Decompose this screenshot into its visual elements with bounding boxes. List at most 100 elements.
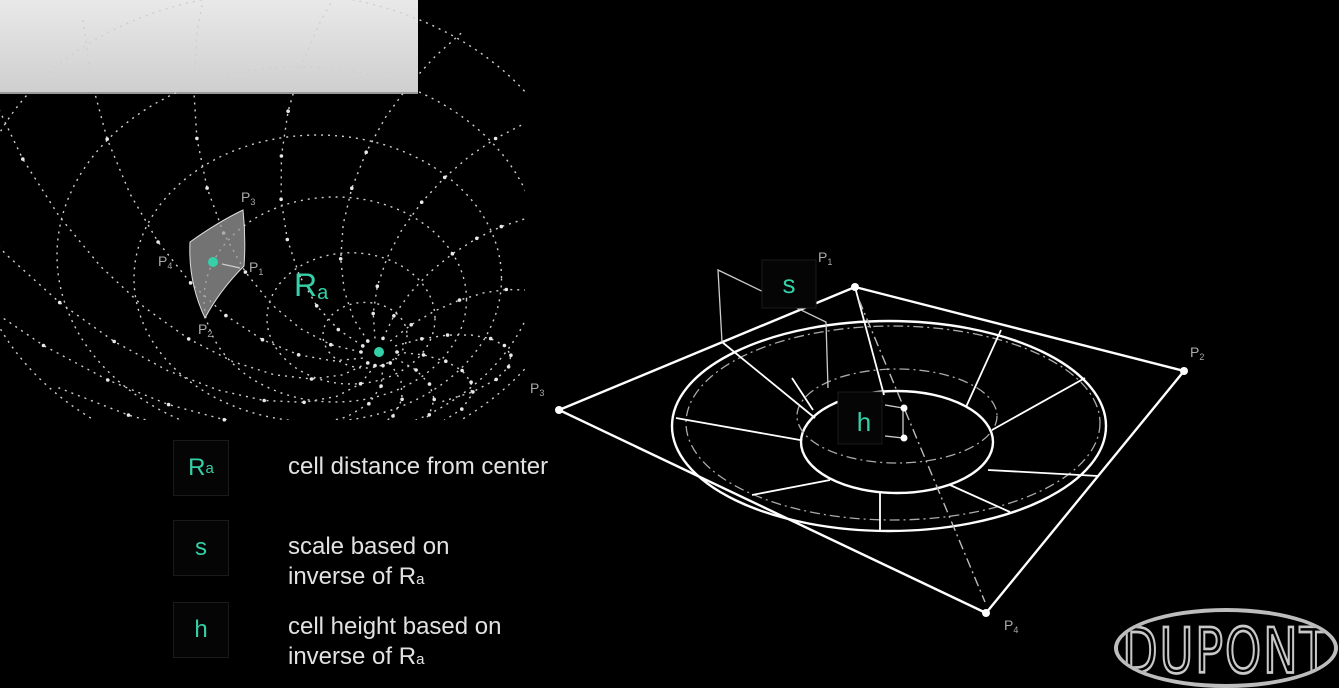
grid-dot	[507, 365, 511, 369]
legend-ra-key: Ra	[173, 440, 229, 496]
inner-ring	[801, 391, 993, 493]
grid-dot	[112, 340, 116, 344]
grid-dot	[475, 237, 479, 241]
grid-dot	[489, 337, 493, 341]
grid-dot	[460, 369, 464, 373]
grid-dot	[195, 137, 199, 141]
s-label: s	[783, 269, 796, 299]
legend-h-description: cell height based on inverse of Ra	[288, 612, 502, 675]
grid-dot	[367, 402, 371, 406]
grid-dot	[361, 344, 365, 348]
right-p4-label: P4	[1004, 617, 1018, 635]
grid-dot	[224, 314, 228, 318]
grid-dot	[339, 257, 343, 261]
grid-dot	[400, 398, 404, 402]
grid-dot	[315, 304, 319, 308]
grid-dot	[297, 353, 301, 357]
grid-dot	[444, 359, 448, 363]
dashdot-axis	[859, 300, 985, 602]
grid-dot	[509, 353, 513, 357]
grid-dot	[505, 288, 509, 292]
grid-dot	[391, 414, 395, 418]
spiral-spoke	[176, 358, 434, 452]
legend-s-description: scale based on inverse of Ra	[288, 532, 449, 595]
dashed-inner-ring	[797, 369, 997, 463]
grid-dot	[279, 198, 283, 202]
grid-dot	[261, 338, 265, 342]
dotted-spiral-grid	[0, 0, 582, 468]
spiral-spoke	[395, 335, 511, 403]
outer-ring	[672, 321, 1106, 531]
grid-dot	[373, 364, 377, 368]
spiral-spoke	[373, 118, 542, 339]
right-p2-label: P2	[1190, 344, 1204, 362]
spiral-ring	[0, 0, 582, 468]
grid-dot	[420, 337, 424, 341]
grid-dot	[471, 390, 475, 394]
corner-points	[555, 283, 1188, 617]
grid-dot	[428, 382, 432, 386]
grid-dot	[392, 314, 396, 318]
grid-dot	[469, 380, 473, 384]
grid-dot	[395, 350, 399, 354]
grid-dot	[302, 401, 306, 405]
spiral-spoke	[312, 352, 471, 444]
grid-dot	[422, 353, 426, 357]
grid-dot	[58, 301, 62, 305]
spiral-ring	[57, 67, 540, 444]
left-p1-label: P1	[249, 259, 263, 277]
grid-dot	[366, 339, 370, 343]
dupont-logo: DUPONT	[1114, 608, 1338, 688]
grid-dot	[244, 270, 248, 274]
spiral-spoke	[383, 216, 566, 339]
grid-dot	[280, 154, 284, 158]
grid-dot	[21, 157, 25, 161]
grid-dot	[458, 298, 462, 302]
cell-center-dot	[208, 257, 218, 267]
spiral-spoke	[390, 290, 544, 342]
grid-dot	[350, 186, 354, 190]
grid-dot	[414, 368, 418, 372]
grid-intersection-dots	[21, 109, 513, 421]
grid-dot	[189, 281, 193, 285]
grid-dot	[127, 413, 131, 417]
left-p3-label: P3	[241, 189, 255, 207]
spiral-center-dot	[374, 347, 384, 357]
grid-dot	[223, 418, 227, 422]
grid-dot	[205, 186, 209, 190]
outer-quad	[559, 287, 1184, 613]
grid-dot	[105, 137, 109, 141]
spiral-ring	[267, 253, 435, 384]
spiral-spoke	[57, 363, 402, 445]
left-p2-label: P2	[198, 321, 212, 339]
legend-ra-description: cell distance from center	[288, 452, 548, 482]
right-p1-label: P1	[818, 249, 832, 267]
right-p3-label: P3	[530, 380, 544, 398]
legend-s-key: s	[173, 520, 229, 576]
grid-dot	[310, 377, 314, 381]
grid-dot	[286, 109, 290, 113]
h-label: h	[857, 407, 871, 437]
grid-dot	[460, 407, 464, 411]
grid-dot	[500, 225, 504, 229]
grid-dot	[366, 361, 370, 365]
grid-dot	[432, 398, 436, 402]
grid-dot	[262, 399, 266, 403]
grid-dot	[446, 333, 450, 337]
grid-dot	[494, 137, 498, 141]
grid-dot	[428, 413, 432, 417]
height-bracket	[885, 405, 903, 438]
grid-dot	[167, 403, 171, 407]
grid-dot	[409, 323, 413, 327]
grid-dot	[187, 337, 191, 341]
grid-dot	[443, 176, 447, 180]
grid-dot	[494, 378, 498, 382]
grid-dot	[503, 344, 507, 348]
grid-dot	[286, 238, 290, 242]
spiral-spoke	[194, 0, 362, 352]
spiral-ring	[323, 302, 407, 368]
spiral-spoke	[0, 95, 368, 379]
left-p4-label: P4	[158, 253, 172, 271]
grid-dot	[156, 240, 160, 244]
grid-dot	[376, 284, 380, 288]
